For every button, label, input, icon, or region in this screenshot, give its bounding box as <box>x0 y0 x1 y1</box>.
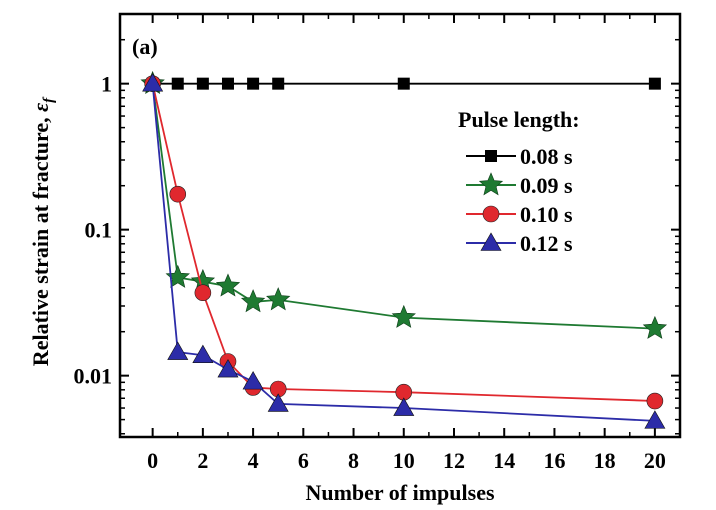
data-point <box>142 73 164 92</box>
x-tick-label: 18 <box>594 448 616 473</box>
x-tick-label: 8 <box>348 448 359 473</box>
data-point <box>240 289 266 313</box>
x-tick-label: 6 <box>298 448 309 473</box>
data-point <box>478 172 504 196</box>
data-point <box>480 232 502 251</box>
data-point <box>221 77 234 90</box>
data-point <box>397 77 410 90</box>
data-point <box>171 77 184 90</box>
data-point <box>266 287 291 311</box>
y-tick-label: 0.1 <box>85 218 113 243</box>
data-point <box>247 77 260 90</box>
plot-frame <box>118 12 682 439</box>
legend-title: Pulse length: <box>458 107 580 132</box>
data-point <box>393 397 415 416</box>
data-point <box>482 205 500 223</box>
data-point <box>215 273 241 297</box>
x-tick-label: 0 <box>147 448 158 473</box>
x-tick-label: 14 <box>493 448 515 473</box>
series-0-10-s <box>144 75 664 410</box>
data-point <box>646 392 664 410</box>
y-axis-title-main: Relative strain at fracture, <box>28 112 53 366</box>
x-tick-label: 20 <box>644 448 666 473</box>
y-tick-label: 1 <box>101 72 112 97</box>
y-axis-title-symbol: ε <box>28 103 53 112</box>
series-0-12-s <box>142 73 666 429</box>
legend: Pulse length: 0.08 s 0.09 s 0.10 s 0.12 s <box>458 107 580 256</box>
panel-label: (a) <box>132 34 158 59</box>
data-point <box>485 150 497 162</box>
legend-label: 0.09 s <box>520 173 573 198</box>
x-tick-label: 16 <box>543 448 565 473</box>
data-point <box>644 410 666 429</box>
legend-label: 0.12 s <box>520 231 573 256</box>
series-layer <box>140 70 668 429</box>
data-point <box>217 359 239 378</box>
x-axis-title: Number of impulses <box>305 480 494 505</box>
x-tick-label: 4 <box>248 448 259 473</box>
data-point <box>192 344 214 364</box>
data-point <box>648 77 661 90</box>
x-tick-label: 10 <box>393 448 415 473</box>
y-axis-title-subscript: f <box>41 96 57 103</box>
data-point <box>642 315 668 339</box>
series-0-08-s <box>146 77 661 90</box>
data-point <box>194 284 212 301</box>
data-point <box>272 77 285 90</box>
x-tick-label: 2 <box>197 448 208 473</box>
x-tick-label: 12 <box>443 448 465 473</box>
data-point <box>169 185 187 203</box>
y-tick-label: 0.01 <box>74 364 113 389</box>
data-point <box>242 371 264 390</box>
data-point <box>196 77 209 90</box>
data-point <box>267 393 289 412</box>
series-line <box>151 83 655 402</box>
axis-ticks: 0 2 4 6 8 10 12 14 16 18 20 0.01 0.1 1 <box>74 14 680 473</box>
legend-label: 0.08 s <box>520 144 573 169</box>
y-axis-title: Relative strain at fracture, εf <box>28 96 57 366</box>
series-0-09-s <box>140 70 668 339</box>
legend-label: 0.10 s <box>520 202 573 227</box>
data-point <box>167 341 189 360</box>
data-point <box>391 304 416 328</box>
